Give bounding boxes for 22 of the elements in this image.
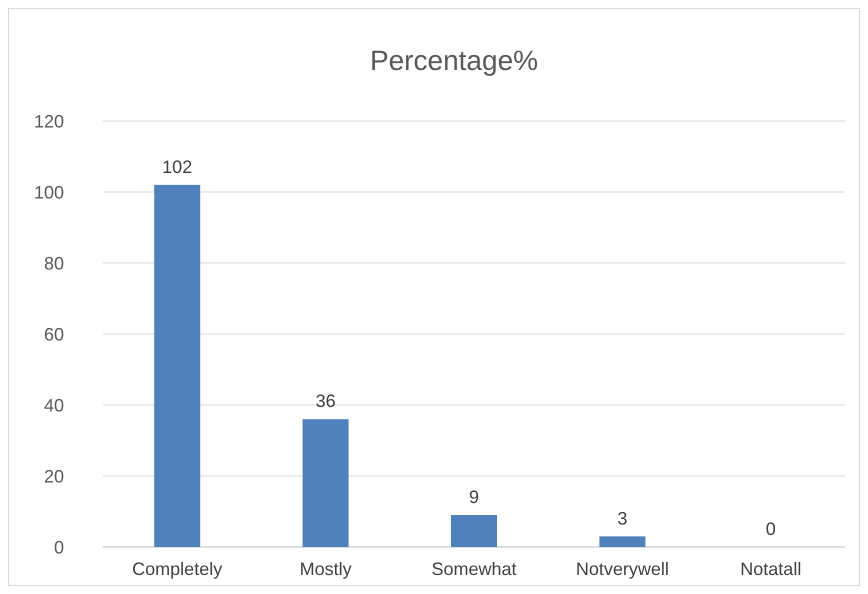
chart-title: Percentage% xyxy=(370,45,538,76)
x-tick-label: Notatall xyxy=(740,559,802,579)
bar xyxy=(599,536,646,547)
bar xyxy=(451,515,497,547)
y-tick-label: 100 xyxy=(34,182,64,202)
y-tick-label: 120 xyxy=(34,111,64,132)
data-label: 3 xyxy=(617,508,628,528)
x-tick-label: Somewhat xyxy=(431,559,517,579)
x-tick-label: Mostly xyxy=(300,559,352,579)
data-label: 36 xyxy=(316,391,336,412)
y-tick-label: 80 xyxy=(44,253,64,274)
data-label: 102 xyxy=(162,156,192,177)
data-label: 0 xyxy=(766,519,776,539)
bar xyxy=(302,419,349,547)
y-tick-label: 0 xyxy=(54,537,64,558)
y-tick-label: 20 xyxy=(44,466,64,486)
data-label: 9 xyxy=(468,487,480,508)
bar xyxy=(154,184,200,547)
x-tick-label: Completely xyxy=(132,559,222,579)
x-tick-label: Notverywell xyxy=(576,559,669,579)
y-tick-label: 40 xyxy=(44,395,64,416)
y-tick-label: 60 xyxy=(44,324,64,344)
